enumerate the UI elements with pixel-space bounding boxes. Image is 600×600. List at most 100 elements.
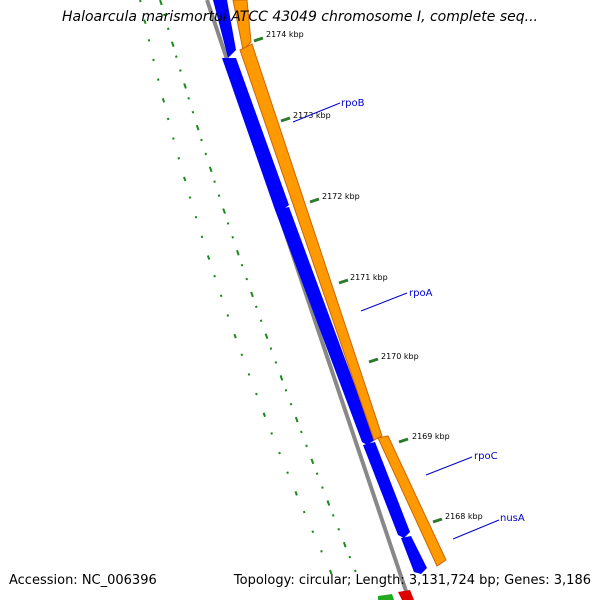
gc-dot — [289, 402, 293, 406]
forward-gene — [232, 0, 252, 52]
tick-label: 2172 kbp — [322, 192, 360, 201]
gc-dot — [161, 97, 166, 103]
gc-dot — [250, 291, 254, 298]
gc-dot — [255, 392, 258, 396]
gc-dot — [354, 569, 357, 573]
gc-dot — [183, 176, 187, 182]
tick-mark — [368, 357, 379, 364]
gc-dot — [245, 277, 249, 281]
tick-label: 2168 kbp — [445, 512, 483, 521]
gc-dot — [311, 530, 315, 534]
reverse-gene — [401, 536, 427, 574]
reverse-gene — [363, 442, 410, 538]
tick-label: 2173 kbp — [293, 111, 331, 120]
gc-dot — [195, 124, 200, 131]
gc-dot — [217, 194, 221, 197]
reverse-gene — [378, 594, 394, 600]
gc-dot — [226, 314, 230, 317]
gene-label-nusa: nusA — [500, 513, 525, 524]
gc-dot — [286, 471, 289, 475]
gc-dot — [143, 19, 147, 24]
forward-gene — [377, 435, 447, 567]
gc-dot — [269, 347, 273, 350]
gc-dot — [174, 55, 178, 58]
gene-label-leader — [425, 456, 473, 476]
tick-mark — [280, 116, 291, 123]
gc-dot — [348, 555, 352, 559]
tick-label: 2170 kbp — [381, 352, 419, 361]
gc-dots-inner — [139, 0, 333, 575]
gc-dots-outer — [159, 0, 357, 573]
gc-dot — [213, 274, 216, 278]
gc-dot — [204, 152, 208, 156]
gc-dot — [305, 444, 308, 448]
gc-dot — [329, 569, 333, 575]
gc-dot — [259, 319, 263, 323]
forward-strand-genes — [232, 0, 447, 567]
gene-label-leader — [292, 102, 341, 123]
gc-dot — [279, 375, 284, 381]
tick-label: 2169 kbp — [412, 432, 450, 441]
gc-dot — [194, 215, 198, 219]
accession-text: Accession: NC_006396 — [9, 573, 157, 588]
tick-mark — [338, 278, 349, 285]
gc-dot — [247, 373, 251, 376]
scale-ticks: 2174 kbp 2173 kbp 2172 kbp 2171 kbp 2170… — [253, 30, 483, 524]
gene-label-leader — [360, 292, 408, 312]
gc-dot — [321, 486, 324, 489]
tick-mark — [398, 437, 409, 444]
gc-dot — [159, 0, 163, 6]
gc-dot — [166, 117, 170, 121]
gc-dot — [240, 353, 244, 357]
tick-mark — [432, 517, 443, 524]
gc-dot — [310, 458, 315, 465]
gc-dot — [187, 96, 190, 100]
tick-label: 2171 kbp — [350, 273, 388, 282]
gc-dot — [162, 13, 166, 17]
forward-gene — [398, 590, 414, 600]
reverse-gene — [222, 58, 289, 212]
gc-dot — [302, 510, 306, 514]
gc-dot — [337, 527, 341, 531]
gc-dot — [342, 541, 347, 548]
reverse-strand-genes — [213, 0, 427, 574]
gc-dot — [300, 430, 303, 434]
gc-dot — [226, 222, 230, 225]
gc-dot — [200, 235, 204, 239]
gc-dot — [170, 41, 175, 48]
gc-dot — [270, 432, 273, 435]
tick-mark — [253, 36, 264, 43]
tick-label: 2174 kbp — [266, 30, 304, 39]
gc-dot — [191, 110, 195, 114]
gc-dot — [188, 196, 192, 199]
gc-dot — [219, 294, 223, 298]
gc-dot — [264, 333, 269, 339]
gc-dot — [315, 472, 319, 476]
gc-dot — [274, 361, 278, 364]
gc-dot — [200, 138, 203, 142]
genome-summary-text: Topology: circular; Length: 3,131,724 bp… — [233, 573, 591, 588]
gc-dot — [152, 58, 155, 62]
gc-dot — [172, 137, 175, 140]
gc-dot — [222, 208, 226, 214]
gc-dot — [320, 550, 323, 553]
gc-dot — [166, 27, 170, 31]
gene-label-rpoa: rpoA — [409, 288, 433, 299]
gc-dot — [278, 451, 281, 455]
gc-dot — [254, 305, 258, 309]
gene-label-rpob: rpoB — [341, 98, 365, 109]
reverse-gene — [213, 0, 236, 58]
gc-dot — [208, 166, 213, 173]
gc-dot — [331, 514, 335, 517]
gc-dot — [294, 416, 299, 423]
gc-dot — [156, 78, 160, 81]
gc-dot — [294, 491, 298, 496]
map-title: Haloarcula marismortui ATCC 43049 chromo… — [62, 9, 538, 25]
gc-dot — [177, 156, 181, 160]
forward-gene — [239, 43, 383, 441]
bottom-genes — [378, 590, 414, 600]
gc-dot — [262, 412, 266, 418]
gc-dot — [236, 249, 240, 256]
gc-dot — [240, 263, 244, 267]
